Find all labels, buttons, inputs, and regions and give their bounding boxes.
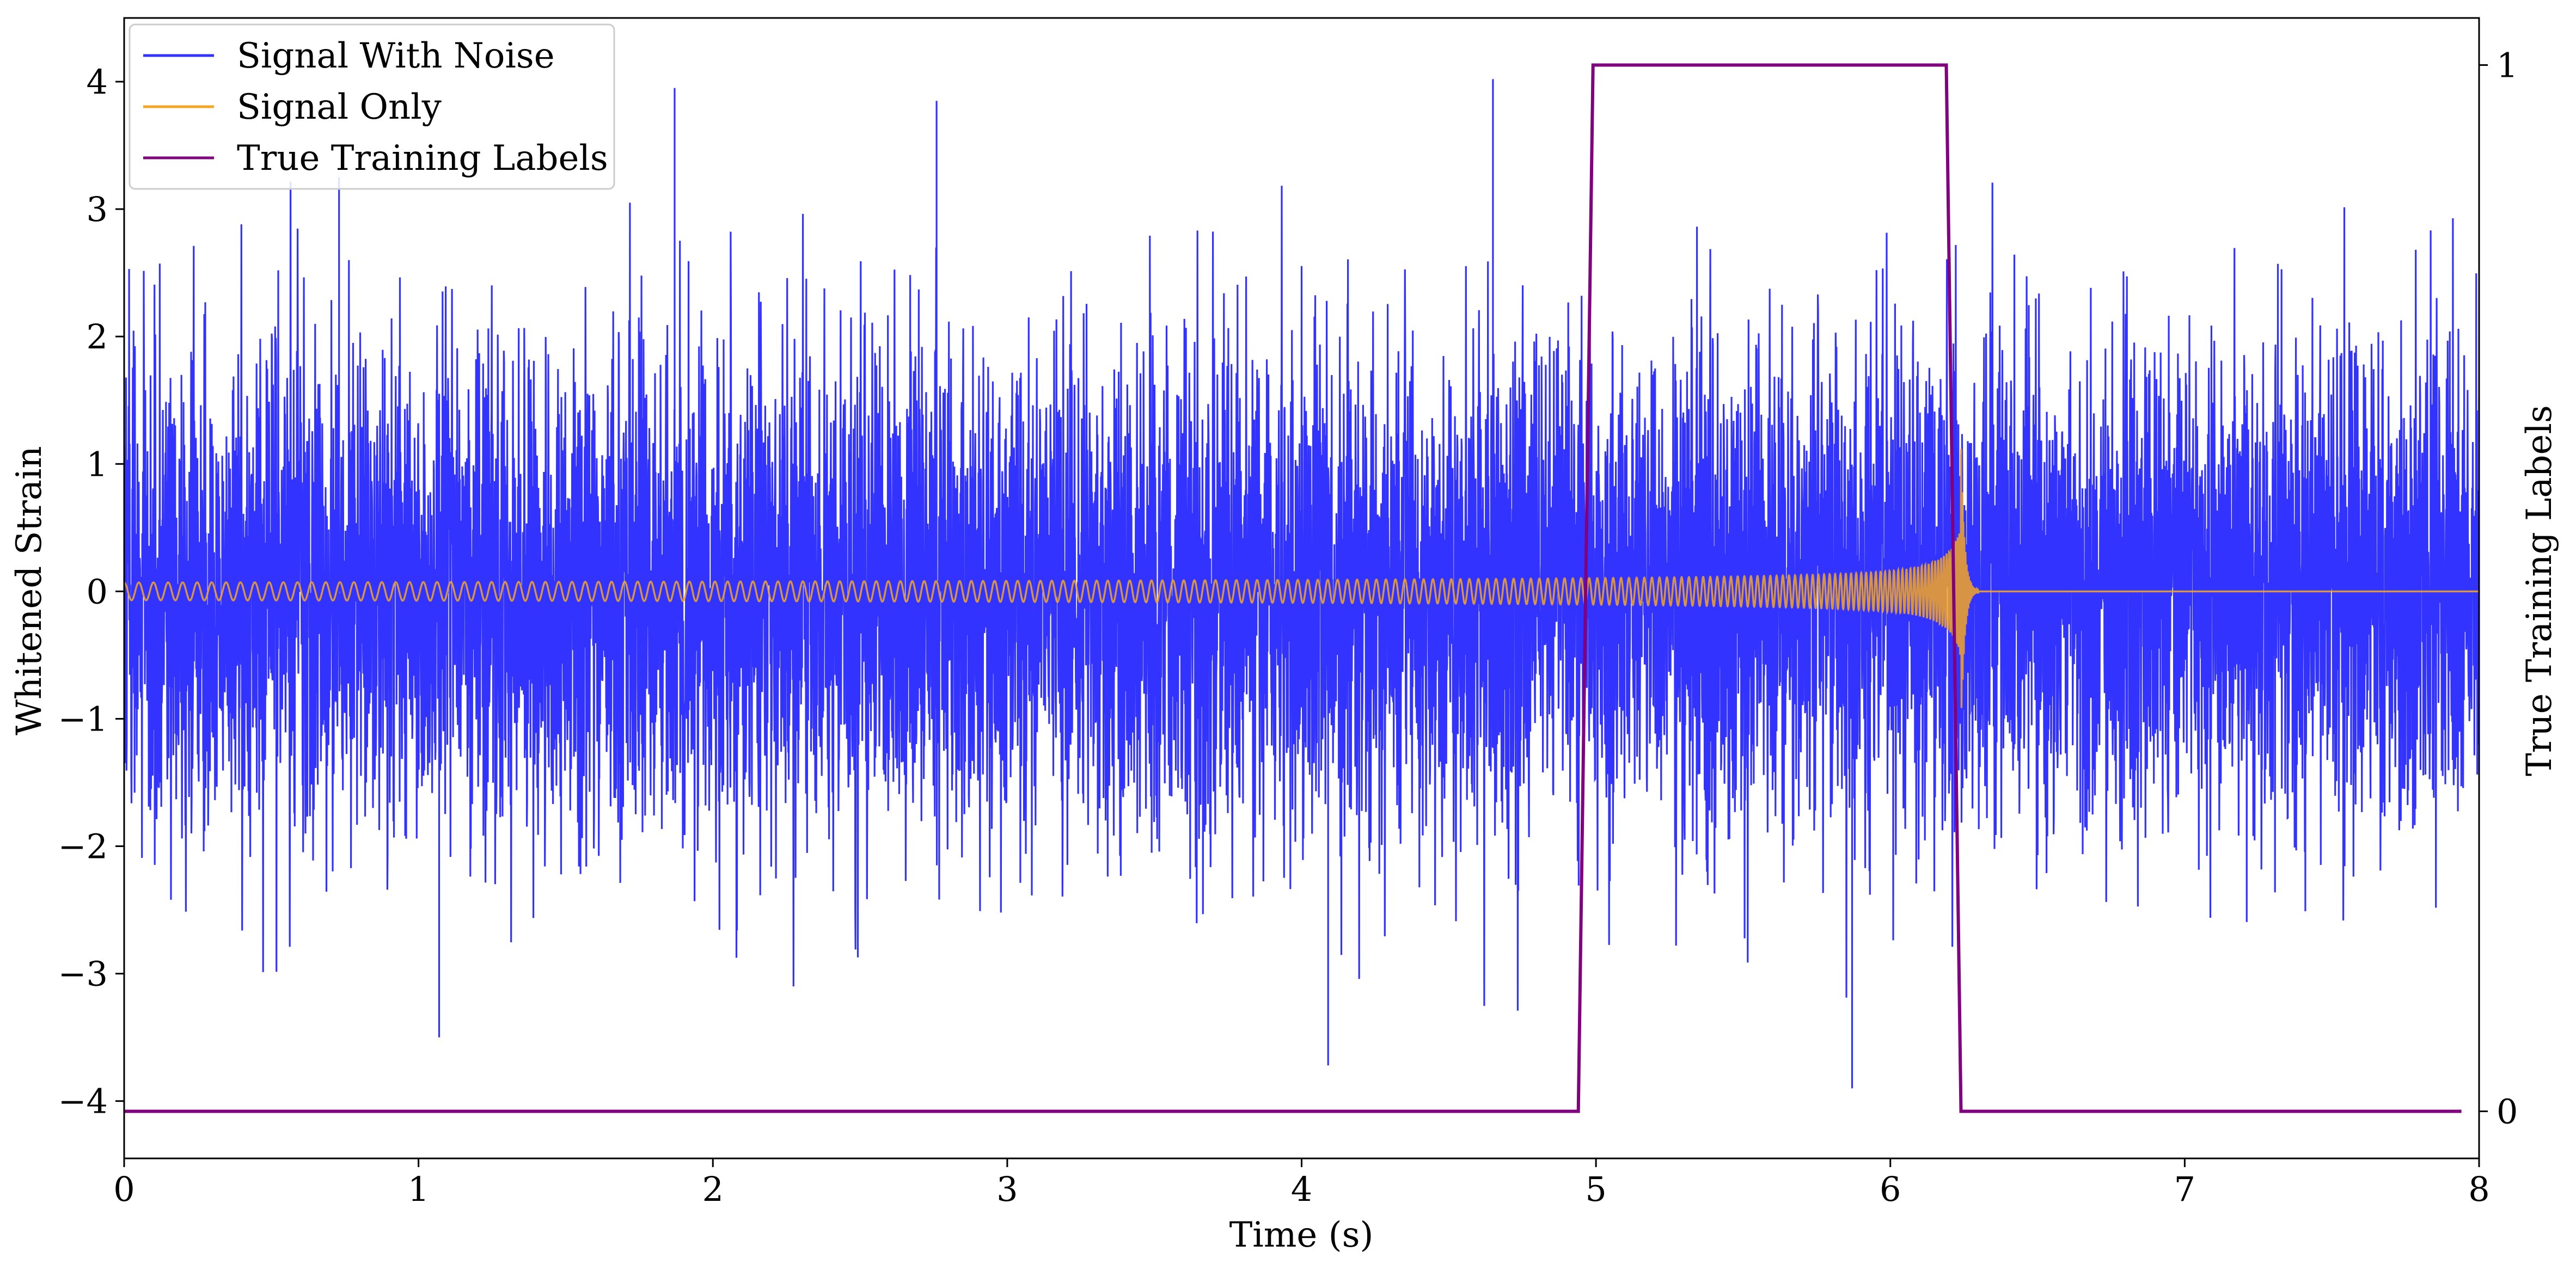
y2-tick-label-0: 0 (2497, 1092, 2518, 1132)
y2-tick-label-1: 1 (2497, 45, 2518, 85)
legend-box (129, 23, 615, 190)
y-tick-label-0: −4 (58, 1082, 108, 1121)
y-tick-label-8: 4 (87, 62, 108, 102)
x-tick-label-3: 3 (996, 1169, 1018, 1209)
x-tick-label-5: 5 (1585, 1169, 1606, 1209)
y2-axis-label: True Training Labels (2519, 405, 2560, 776)
series-line-true-training-labels (124, 63, 2462, 1113)
x-tick-label-6: 6 (1880, 1169, 1901, 1209)
x-axis-ticks: 0 1 2 3 4 5 6 7 8 (113, 1158, 2490, 1209)
y-tick-label-3: −1 (58, 699, 108, 739)
legend-label-signal-only: Signal Only (237, 87, 442, 127)
x-tick-label-1: 1 (408, 1169, 429, 1209)
series-line-signal-with-noise (124, 79, 2479, 1089)
y-tick-label-5: 1 (87, 444, 108, 484)
y-tick-label-1: −3 (58, 954, 108, 994)
y-tick-label-4: 0 (87, 572, 108, 611)
x-tick-label-0: 0 (113, 1169, 134, 1209)
y-axis-ticks: −4 −3 −2 −1 0 1 2 3 4 (58, 62, 124, 1121)
legend-label-signal-with-noise: Signal With Noise (237, 36, 555, 76)
series-line-signal-only (124, 449, 2479, 708)
y-tick-label-6: 2 (87, 317, 108, 357)
x-tick-label-7: 7 (2174, 1169, 2195, 1209)
x-tick-label-4: 4 (1291, 1169, 1312, 1209)
x-tick-label-8: 8 (2468, 1169, 2489, 1209)
x-tick-label-2: 2 (702, 1169, 724, 1209)
plot-area (124, 63, 2479, 1113)
legend: Signal With Noise Signal Only True Train… (129, 23, 615, 190)
y-tick-label-2: −2 (58, 827, 108, 867)
legend-label-true-training-labels: True Training Labels (237, 138, 608, 179)
x-axis-label: Time (s) (1229, 1215, 1374, 1255)
y-axis-label: Whitened Strain (9, 446, 50, 735)
y-tick-label-7: 3 (87, 189, 108, 229)
y2-axis-ticks: 01 (2479, 45, 2518, 1132)
